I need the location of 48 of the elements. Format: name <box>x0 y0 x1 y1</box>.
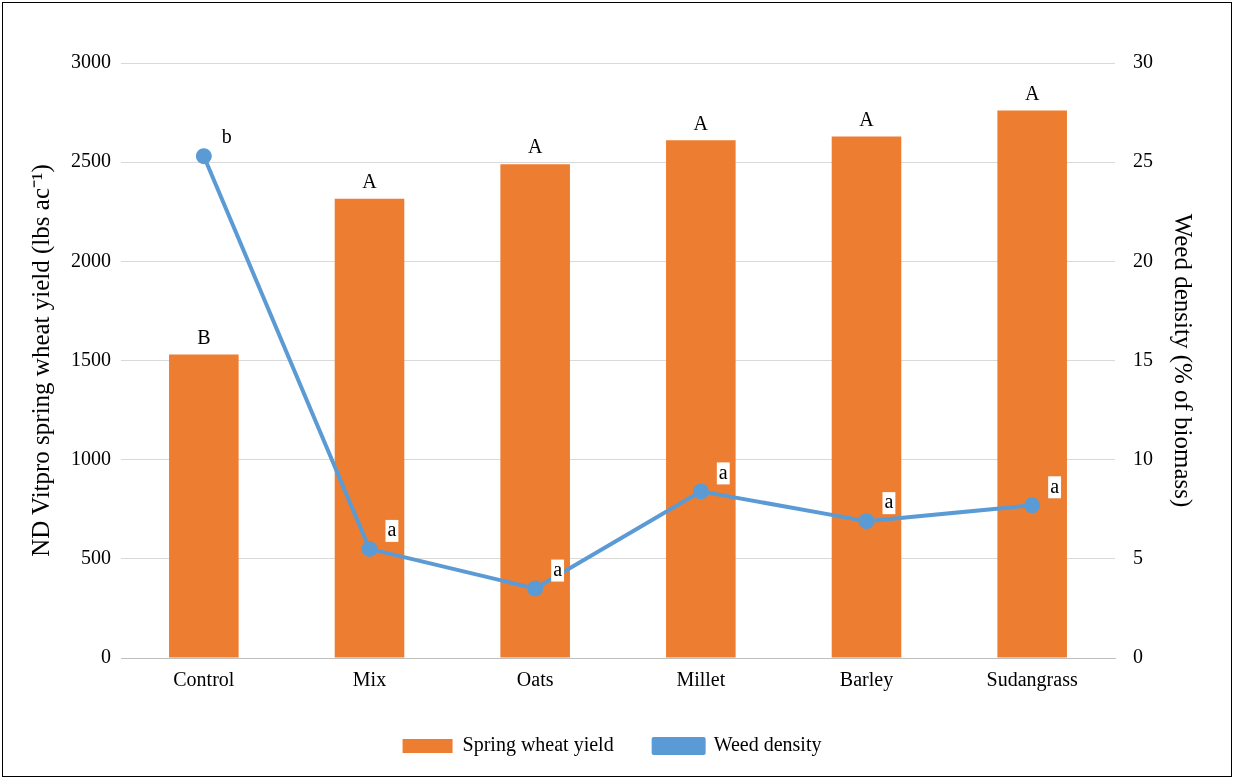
data-label: A <box>362 170 378 193</box>
y-axis-title: ND Vitpro spring wheat yield (lbs ac⁻¹) <box>26 164 55 557</box>
y-tick-label: 1000 <box>71 446 111 469</box>
point <box>692 483 709 500</box>
data-label: b <box>221 125 232 148</box>
bar <box>666 140 736 658</box>
point <box>361 540 378 557</box>
x-tick-label: Oats <box>516 668 554 691</box>
y-tick-label: 3000 <box>71 50 111 73</box>
point <box>195 148 212 165</box>
x-tick-label: Mix <box>352 668 387 691</box>
point <box>527 580 544 597</box>
y2-axis-title: Weed density (% of biomass) <box>1169 213 1198 508</box>
y-tick-label: 2500 <box>71 149 111 172</box>
data-label: a <box>884 490 894 513</box>
bar <box>334 198 405 658</box>
x-tick-label: Millet <box>676 668 726 691</box>
y2-tick-label: 15 <box>1133 347 1153 370</box>
bar <box>831 136 902 658</box>
bar <box>169 354 239 658</box>
y2-tick-label: 30 <box>1133 50 1153 73</box>
data-label: a <box>553 557 563 580</box>
y2-tick-label: 20 <box>1133 248 1153 271</box>
y2-tick-label: 25 <box>1133 149 1153 172</box>
x-tick-label: Control <box>173 668 235 691</box>
bar <box>500 164 570 658</box>
y-tick-label: 2000 <box>71 248 111 271</box>
x-tick-label: Barley <box>839 668 894 692</box>
y2-tick-label: 5 <box>1133 546 1143 569</box>
point <box>858 513 875 530</box>
y2-tick-label: 10 <box>1133 446 1153 469</box>
data-label: a <box>387 518 397 541</box>
data-label: a <box>1050 474 1060 497</box>
data-label: B <box>197 325 211 348</box>
x-tick-label: Sudangrass <box>986 668 1078 692</box>
point <box>1024 497 1041 514</box>
y-tick-label: 1500 <box>71 347 111 370</box>
y-tick-label: 500 <box>81 546 111 569</box>
legend-label: Spring wheat yield <box>462 733 614 757</box>
y2-tick-label: 0 <box>1133 645 1143 668</box>
data-label: A <box>693 111 709 134</box>
data-label: a <box>718 460 728 483</box>
data-label: A <box>859 107 875 130</box>
data-label: A <box>1024 81 1040 104</box>
y-tick-label: 0 <box>101 645 111 668</box>
data-label: A <box>527 135 543 158</box>
bar <box>997 110 1067 658</box>
legend-label: Weed density <box>713 733 822 757</box>
